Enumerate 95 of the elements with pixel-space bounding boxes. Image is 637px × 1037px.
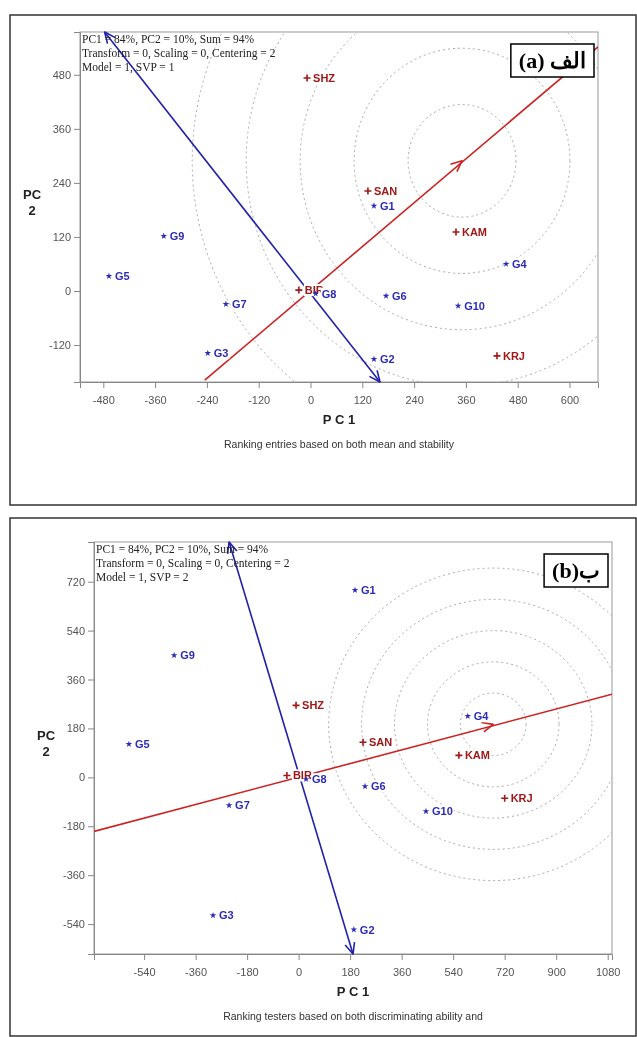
- series-label: G9: [180, 649, 195, 662]
- x-tick-label: -240: [196, 394, 219, 407]
- x-tick-label: 360: [457, 394, 476, 407]
- point: [294, 285, 304, 295]
- x-tick-label: -360: [185, 966, 208, 979]
- y-axis-title: PC 2: [36, 728, 56, 759]
- series-label: G2: [379, 353, 395, 366]
- point: [464, 712, 472, 720]
- text: الف (a): [518, 48, 586, 73]
- x-tick-label: -180: [236, 966, 259, 979]
- y-tick-label: -180: [62, 820, 85, 833]
- y-tick-label: 0: [64, 285, 71, 298]
- x-tick-label: -360: [144, 394, 167, 407]
- y-tick-label: 540: [66, 624, 85, 637]
- x-tick-label: 600: [560, 394, 580, 407]
- x-axis-title: P C 1: [322, 412, 356, 427]
- x-tick-label: 1080: [595, 966, 621, 979]
- series-label: G10: [464, 299, 485, 312]
- x-axis-title: P C 1: [336, 984, 370, 999]
- point: [209, 911, 217, 919]
- series-label: G6: [392, 289, 407, 302]
- series-label: G1: [379, 199, 395, 212]
- point: [361, 782, 369, 790]
- point: [204, 349, 212, 357]
- annotation: Model = 1, SVP = 2: [96, 571, 189, 584]
- point: [451, 227, 461, 237]
- point: [350, 926, 358, 933]
- y-tick-label: -540: [62, 918, 85, 931]
- y-tick-label: 0: [78, 771, 85, 784]
- x-tick-label: -540: [133, 966, 156, 979]
- text: Ranking testers based on both discriminating ability and: [223, 1010, 484, 1022]
- point: [492, 351, 502, 361]
- point: [370, 355, 378, 362]
- point: [125, 740, 133, 748]
- series-label: SAN: [373, 185, 398, 198]
- y-tick-label: 180: [66, 722, 85, 735]
- y-tick-label: -120: [48, 339, 71, 352]
- series-label: SHZ: [313, 71, 336, 84]
- y-tick-label: 360: [52, 122, 71, 135]
- x-tick-label: 360: [392, 966, 412, 979]
- point: [302, 73, 312, 83]
- annotation: Model = 1, SVP = 1: [82, 61, 175, 74]
- point: [170, 651, 178, 659]
- y-tick-label: 480: [52, 68, 71, 81]
- series-label: KRJ: [502, 349, 526, 362]
- x-tick-label: 120: [353, 394, 372, 407]
- x-tick-label: -120: [248, 394, 271, 407]
- series-label: G3: [213, 347, 229, 360]
- y-tick-label: 240: [52, 176, 71, 189]
- series-label: G5: [114, 270, 130, 283]
- series-label: G7: [231, 298, 247, 311]
- y-tick-label: 360: [66, 673, 85, 686]
- point: [105, 272, 113, 279]
- point: [422, 807, 430, 815]
- x-tick-label: 540: [444, 966, 463, 979]
- series-label: G2: [359, 923, 375, 936]
- series-label: G10: [431, 805, 453, 818]
- series-label: BIR: [292, 769, 312, 782]
- x-tick-label: 0: [296, 966, 303, 979]
- point: [351, 586, 359, 593]
- point: [363, 186, 373, 196]
- point: [502, 260, 510, 267]
- x-tick-label: 0: [307, 394, 315, 407]
- point: [382, 292, 390, 299]
- point: [225, 801, 233, 809]
- series-label: G4: [512, 257, 528, 270]
- x-tick-label: -480: [92, 394, 115, 407]
- series-label: KAM: [461, 226, 488, 238]
- series-label: G9: [169, 230, 185, 243]
- x-tick-label: 240: [405, 394, 424, 407]
- text: Ranking entries based on both mean and stability: [224, 438, 455, 450]
- point: [160, 232, 168, 239]
- text: ب(b): [552, 558, 600, 583]
- y-tick-label: -360: [62, 869, 85, 882]
- x-tick-label: 480: [509, 394, 528, 407]
- series-label: G1: [361, 584, 376, 597]
- series-label: G3: [219, 909, 234, 922]
- series-label: G4: [473, 710, 490, 723]
- x-tick-label: 900: [547, 966, 566, 979]
- y-axis-title: PC 2: [22, 187, 42, 218]
- series-label: G8: [312, 773, 327, 786]
- point: [358, 737, 368, 747]
- series-label: SAN: [369, 736, 393, 749]
- y-tick-label: 720: [66, 575, 85, 588]
- series-label: KAM: [464, 749, 490, 762]
- series-label: G7: [235, 799, 250, 812]
- y-tick-label: 120: [52, 230, 71, 243]
- series-label: G5: [134, 738, 150, 751]
- x-tick-label: 180: [341, 966, 360, 979]
- point: [222, 300, 230, 307]
- series-label: SHZ: [302, 699, 325, 712]
- x-tick-label: 720: [496, 966, 515, 979]
- series-label: G8: [321, 287, 337, 300]
- series-label: KRJ: [510, 792, 533, 805]
- series-label: G6: [371, 780, 386, 793]
